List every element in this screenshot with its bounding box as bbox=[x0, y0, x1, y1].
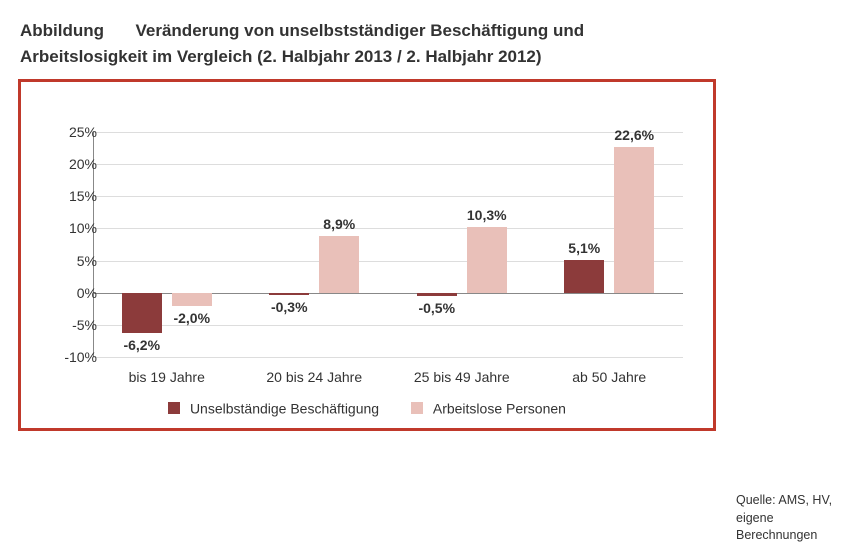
bar bbox=[417, 293, 457, 296]
legend-label-1: Unselbständige Beschäftigung bbox=[190, 400, 379, 416]
bar-value-label: 10,3% bbox=[467, 207, 507, 223]
grid-line bbox=[93, 132, 683, 133]
bar-value-label: 8,9% bbox=[323, 216, 355, 232]
x-tick-label: 20 bis 24 Jahre bbox=[266, 369, 362, 385]
y-tick-label: 10% bbox=[69, 220, 97, 236]
bar-value-label: -6,2% bbox=[123, 337, 160, 353]
grid-line bbox=[93, 164, 683, 165]
legend-item-1: Unselbständige Beschäftigung bbox=[168, 399, 379, 416]
bar bbox=[614, 147, 654, 292]
bar bbox=[172, 293, 212, 306]
grid-line bbox=[93, 357, 683, 358]
y-tick-label: -5% bbox=[72, 317, 97, 333]
figure-container: Abbildung Veränderung von unselbstständi… bbox=[0, 0, 854, 431]
bar bbox=[269, 293, 309, 295]
legend-item-2: Arbeitslose Personen bbox=[411, 399, 566, 416]
chart-frame: -6,2% -2,0% -0,3% 8,9% -0,5% 10,3% 5,1% 22,6% -… bbox=[18, 79, 716, 431]
y-tick-label: 20% bbox=[69, 156, 97, 172]
y-tick-label: 5% bbox=[77, 253, 97, 269]
bar bbox=[122, 293, 162, 333]
x-tick-label: 25 bis 49 Jahre bbox=[414, 369, 510, 385]
bar-value-label: 5,1% bbox=[568, 240, 600, 256]
legend-swatch-2 bbox=[411, 402, 423, 414]
title-line-2: Arbeitslosigkeit im Vergleich (2. Halbja… bbox=[20, 44, 834, 70]
legend-swatch-1 bbox=[168, 402, 180, 414]
bar bbox=[319, 236, 359, 293]
y-tick-label: -10% bbox=[64, 349, 97, 365]
title-prefix: Abbildung bbox=[20, 21, 104, 40]
y-tick-label: 25% bbox=[69, 124, 97, 140]
bar-value-label: -0,3% bbox=[271, 299, 308, 315]
legend-label-2: Arbeitslose Personen bbox=[433, 400, 566, 416]
plot-region: -6,2%-2,0%-0,3%8,9%-0,5%10,3%5,1%22,6% bbox=[93, 132, 683, 357]
bar-value-label: -0,5% bbox=[418, 300, 455, 316]
bar-value-label: 22,6% bbox=[614, 127, 654, 143]
chart-area: -6,2% -2,0% -0,3% 8,9% -0,5% 10,3% 5,1% 22,6% -… bbox=[37, 92, 697, 422]
grid-line bbox=[93, 196, 683, 197]
x-tick-label: ab 50 Jahre bbox=[572, 369, 646, 385]
legend: Unselbständige Beschäftigung Arbeitslose… bbox=[37, 399, 697, 416]
source-note: Quelle: AMS, HV, eigene Berechnungen bbox=[736, 492, 846, 545]
x-tick-label: bis 19 Jahre bbox=[129, 369, 205, 385]
title-block: Abbildung Veränderung von unselbstständi… bbox=[0, 0, 854, 79]
title-main: Veränderung von unselbstständiger Beschä… bbox=[136, 21, 585, 40]
grid-line bbox=[93, 228, 683, 229]
title-line-1: Abbildung Veränderung von unselbstständi… bbox=[20, 18, 834, 44]
y-tick-label: 0% bbox=[77, 285, 97, 301]
bar bbox=[467, 227, 507, 293]
bar-value-label: -2,0% bbox=[173, 310, 210, 326]
y-tick-label: 15% bbox=[69, 188, 97, 204]
bar bbox=[564, 260, 604, 293]
